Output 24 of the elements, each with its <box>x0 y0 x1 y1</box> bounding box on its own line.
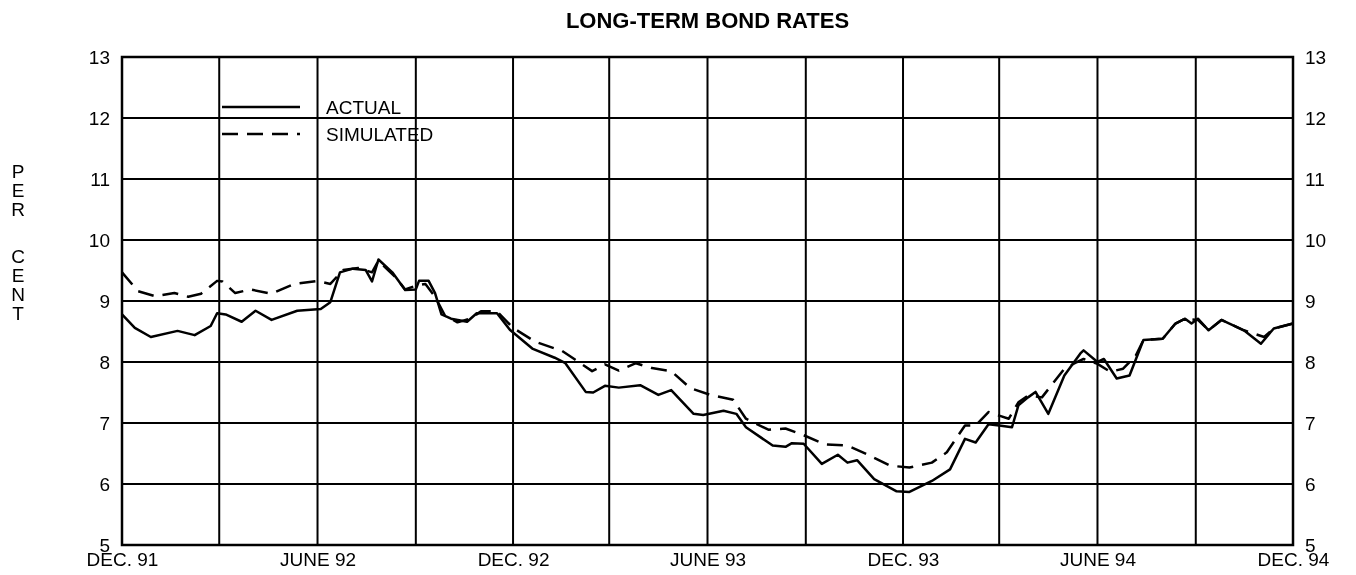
y-tick-label: 6 <box>99 473 110 495</box>
legend-label: ACTUAL <box>326 97 401 118</box>
y-tick-label: 9 <box>99 290 110 312</box>
y-tick-label: 11 <box>90 168 110 190</box>
y2-tick-label: 6 <box>1305 473 1316 495</box>
y2-tick-label: 12 <box>1305 107 1327 129</box>
y2-tick-label: 8 <box>1305 351 1316 373</box>
y2-tick-label: 7 <box>1305 412 1316 434</box>
y2-tick-label: 9 <box>1305 290 1316 312</box>
y2-tick-label: 13 <box>1305 46 1327 68</box>
y-tick-label: 8 <box>99 351 110 373</box>
x-tick-label: JUNE 92 <box>280 549 357 571</box>
y2-tick-label: 10 <box>1305 229 1327 251</box>
x-tick-label: DEC. 93 <box>867 549 940 571</box>
y-tick-label: 12 <box>88 107 110 129</box>
x-tick-label: JUNE 93 <box>669 549 747 571</box>
chart-title: LONG-TERM BOND RATES <box>565 8 850 33</box>
x-tick-label: DEC. 92 <box>477 549 550 571</box>
x-tick-label: JUNE 94 <box>1059 549 1137 571</box>
text: PER CENT <box>11 161 25 324</box>
y-tick-label: 13 <box>88 46 110 68</box>
y-tick-label: 7 <box>99 412 110 434</box>
y-tick-label: 10 <box>88 229 110 251</box>
y2-tick-label: 11 <box>1305 168 1325 190</box>
